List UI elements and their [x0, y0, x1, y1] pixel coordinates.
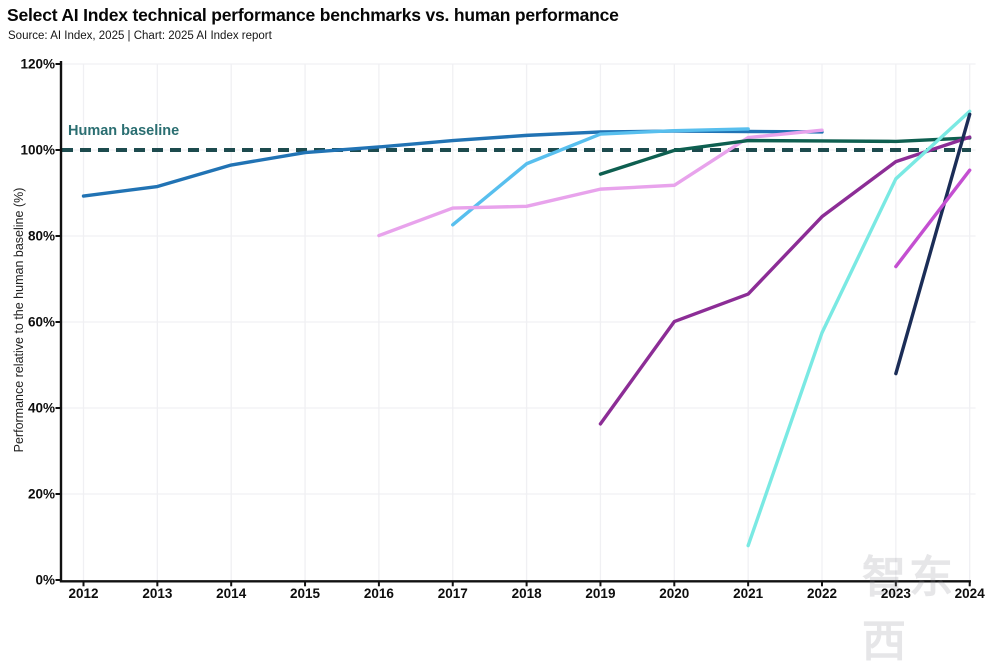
series-line-plum	[377, 128, 824, 238]
y-tick-label: 60%	[27, 314, 55, 330]
y-tick-label: 20%	[27, 486, 55, 502]
x-tick-label: 2021	[733, 586, 764, 601]
chart-canvas	[55, 61, 976, 587]
series-line-cyan	[746, 109, 972, 548]
page-title: Select AI Index technical performance be…	[7, 5, 619, 25]
y-tick-label: 120%	[20, 56, 55, 72]
x-tick-label: 2013	[142, 586, 173, 601]
x-tick-label: 2019	[585, 586, 616, 601]
y-tick-label: 80%	[27, 228, 55, 244]
series-line-purple	[598, 135, 972, 426]
x-tick-label: 2017	[437, 586, 468, 601]
series-line-sky-blue	[451, 127, 750, 227]
x-tick-label: 2018	[511, 586, 542, 601]
x-tick-label: 2024	[954, 586, 985, 601]
chart-container: Select AI Index technical performance be…	[7, 5, 985, 666]
x-tick-label: 2016	[363, 586, 394, 601]
human-baseline-label: Human baseline	[68, 123, 180, 139]
source-line: Source: AI Index, 2025 | Chart: 2025 AI …	[8, 30, 272, 42]
series-line-magenta	[894, 168, 972, 269]
series-line-teal-green	[598, 136, 972, 176]
x-tick-label: 2014	[216, 586, 247, 601]
y-tick-label: 40%	[27, 400, 55, 416]
y-tick-label: 0%	[35, 572, 55, 588]
x-tick-label: 2023	[880, 586, 911, 601]
x-tick-label: 2020	[659, 586, 690, 601]
series-line-navy	[894, 112, 972, 376]
x-tick-label: 2015	[290, 586, 321, 601]
x-tick-label: 2012	[68, 586, 99, 601]
watermark-logo: 智东西	[862, 553, 956, 666]
x-tick-label: 2022	[806, 586, 838, 601]
y-tick-label: 100%	[20, 142, 55, 158]
